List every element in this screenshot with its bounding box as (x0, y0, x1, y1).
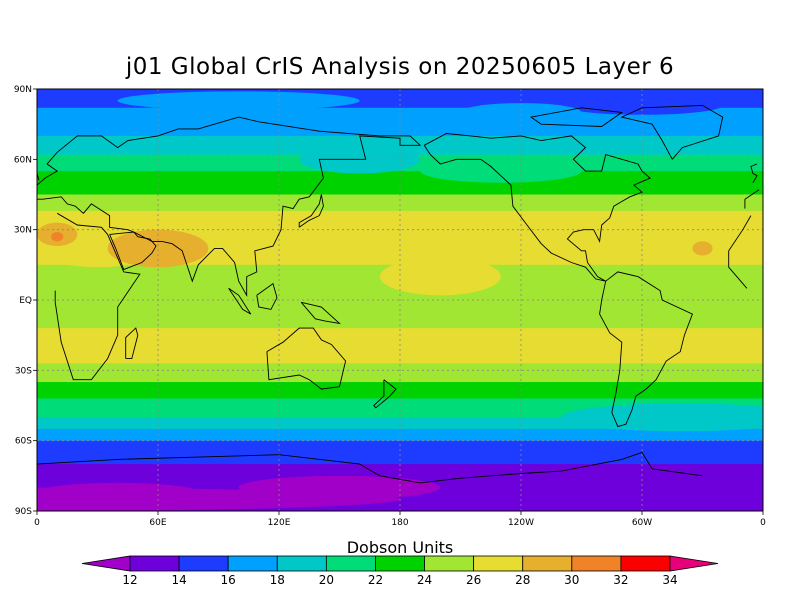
field-band (37, 440, 763, 465)
colorbar-label: 28 (515, 573, 530, 587)
colorbar-max-arrow (669, 555, 719, 572)
field-blob (561, 403, 763, 432)
colorbar-label: 32 (613, 573, 628, 587)
field-band (37, 363, 763, 383)
coastline-africa (54, 212, 141, 381)
colorbar-box (178, 555, 229, 572)
y-tick-label: 90N (14, 85, 32, 95)
coastline-nz (373, 379, 397, 409)
field-blob (692, 241, 713, 256)
field-blob (117, 91, 360, 111)
coastlines (37, 104, 760, 484)
colorbar-label: 24 (417, 573, 432, 587)
colorbar-box (473, 555, 524, 572)
field-blob (107, 229, 209, 268)
x-tick-label: 120W (508, 518, 534, 528)
y-tick-label: 30N (14, 226, 32, 236)
x-tick-label: 0 (34, 518, 40, 528)
field-blob (37, 482, 199, 502)
colorbar-label: 22 (368, 573, 383, 587)
plot-title: j01 Global CrIS Analysis on 20250605 Lay… (125, 54, 675, 80)
colorbar-box (424, 555, 475, 572)
coastline-africa (728, 215, 752, 252)
field-blob (51, 232, 64, 242)
coastline-n_america (423, 133, 651, 282)
y-tick-label: 30S (15, 366, 32, 376)
colorbar-min-arrow (81, 555, 131, 572)
colorbar-label: 16 (221, 573, 236, 587)
coastline-japan (298, 194, 324, 228)
field-blob (238, 475, 441, 500)
coastline-s_america (599, 271, 693, 428)
coastline-indonesia1 (228, 287, 252, 315)
colorbar-box (571, 555, 622, 572)
map-gridlines (37, 89, 763, 511)
y-tick-label: 60S (15, 437, 32, 447)
colorbar-box (522, 555, 573, 572)
field-blob (420, 159, 582, 183)
coastline-newguinea (300, 301, 341, 325)
colorbar-box (129, 555, 180, 572)
colorbar-label: 14 (171, 573, 186, 587)
x-tick-label: 120E (268, 518, 291, 528)
x-tick-label: 60E (149, 518, 166, 528)
y-tick-label: 60N (14, 155, 32, 165)
coastline-eurasia (37, 116, 422, 298)
coastline-arctic_isl (529, 107, 624, 127)
colorbar-label: 12 (122, 573, 137, 587)
field-blob (460, 103, 582, 122)
coastline-madagascar (125, 327, 139, 360)
y-axis-ticks: 90N 60N 30N EQ 30S 60S 90S (14, 85, 37, 517)
x-axis-ticks: 0 60E 120E 180 120W 60W 0 (34, 511, 766, 528)
colorbar-box (620, 555, 671, 572)
colorbar-box (375, 555, 425, 572)
coastline-eurasia (744, 189, 760, 200)
coastline-uk (750, 163, 758, 184)
x-tick-label: 180 (391, 518, 408, 528)
colorbar-title: Dobson Units (347, 538, 454, 557)
field-blob (480, 332, 642, 361)
colorbar-label: 18 (270, 573, 285, 587)
field-band (37, 194, 763, 212)
coastline-antarctica (37, 451, 703, 484)
y-tick-label: 90S (15, 507, 32, 517)
colorbar-label: 26 (466, 573, 481, 587)
colorbar-box (325, 555, 376, 572)
y-tick-label: EQ (19, 296, 32, 306)
colorbar-label: 34 (662, 573, 677, 587)
colorbar-box (276, 555, 327, 572)
coastline-greenland (620, 104, 724, 160)
colorbar-label: 30 (564, 573, 579, 587)
colorbar-box (227, 555, 278, 572)
field-blob (137, 332, 259, 361)
field-blob (379, 257, 501, 296)
x-tick-label: 60W (632, 518, 652, 528)
coastline-australia (266, 327, 347, 390)
coastline-indonesia2 (256, 282, 278, 310)
x-tick-label: 0 (760, 518, 766, 528)
colorbar: 12 14 16 18 20 22 24 26 28 30 32 34 (81, 555, 719, 587)
coastline-arabia (109, 231, 157, 271)
coastline-africa (728, 250, 748, 289)
field-band (37, 171, 763, 195)
colorbar-label: 20 (319, 573, 334, 587)
